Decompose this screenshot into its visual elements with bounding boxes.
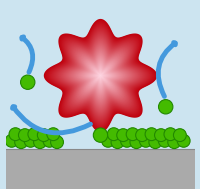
- Polygon shape: [76, 51, 124, 100]
- Polygon shape: [89, 64, 111, 87]
- Polygon shape: [55, 30, 145, 121]
- Polygon shape: [78, 54, 122, 97]
- Circle shape: [43, 134, 56, 147]
- Circle shape: [111, 136, 123, 149]
- Polygon shape: [62, 38, 138, 113]
- Circle shape: [173, 129, 185, 142]
- Circle shape: [176, 134, 189, 147]
- Circle shape: [28, 128, 41, 141]
- Polygon shape: [56, 31, 144, 120]
- Polygon shape: [50, 26, 150, 126]
- Circle shape: [120, 134, 133, 147]
- Circle shape: [126, 128, 138, 141]
- Circle shape: [33, 136, 46, 149]
- Polygon shape: [75, 50, 125, 101]
- Polygon shape: [46, 22, 154, 129]
- Circle shape: [93, 128, 107, 142]
- Polygon shape: [80, 56, 120, 95]
- Polygon shape: [61, 36, 139, 115]
- Polygon shape: [54, 29, 146, 122]
- Polygon shape: [72, 47, 128, 104]
- Polygon shape: [85, 60, 115, 91]
- Circle shape: [129, 136, 142, 149]
- Polygon shape: [51, 26, 149, 125]
- Polygon shape: [73, 48, 127, 103]
- Polygon shape: [76, 52, 124, 99]
- Polygon shape: [82, 58, 118, 94]
- Polygon shape: [60, 35, 140, 116]
- Polygon shape: [64, 40, 136, 112]
- Circle shape: [139, 134, 152, 147]
- Polygon shape: [61, 37, 139, 114]
- Circle shape: [144, 128, 157, 141]
- Circle shape: [148, 136, 161, 149]
- Polygon shape: [93, 69, 107, 82]
- Polygon shape: [45, 20, 155, 131]
- Polygon shape: [92, 68, 108, 83]
- Polygon shape: [45, 21, 155, 130]
- Polygon shape: [44, 19, 156, 132]
- Polygon shape: [90, 65, 110, 86]
- Circle shape: [47, 128, 59, 141]
- Polygon shape: [58, 33, 142, 118]
- Polygon shape: [71, 46, 129, 105]
- Circle shape: [158, 134, 170, 147]
- Polygon shape: [47, 23, 153, 129]
- Polygon shape: [68, 43, 132, 108]
- Polygon shape: [70, 45, 130, 106]
- Polygon shape: [87, 62, 113, 89]
- Circle shape: [50, 136, 63, 149]
- Polygon shape: [59, 34, 141, 117]
- Circle shape: [167, 136, 180, 149]
- Polygon shape: [79, 55, 121, 96]
- Polygon shape: [65, 41, 135, 111]
- Circle shape: [37, 129, 50, 142]
- Polygon shape: [96, 72, 104, 79]
- Polygon shape: [48, 24, 152, 128]
- Polygon shape: [83, 59, 117, 93]
- Polygon shape: [94, 70, 106, 81]
- Polygon shape: [67, 43, 133, 109]
- Polygon shape: [77, 53, 123, 98]
- Polygon shape: [86, 61, 114, 90]
- Polygon shape: [74, 49, 126, 102]
- Circle shape: [101, 134, 114, 147]
- Polygon shape: [84, 60, 116, 92]
- Polygon shape: [98, 74, 102, 77]
- Polygon shape: [99, 75, 101, 77]
- Polygon shape: [57, 32, 143, 119]
- Circle shape: [24, 134, 37, 147]
- Circle shape: [15, 136, 27, 149]
- Circle shape: [158, 100, 172, 114]
- Polygon shape: [91, 66, 109, 85]
- Polygon shape: [69, 44, 131, 107]
- Circle shape: [9, 128, 22, 141]
- Polygon shape: [97, 73, 103, 78]
- Polygon shape: [49, 25, 151, 127]
- Polygon shape: [88, 63, 112, 88]
- Bar: [6, 149, 194, 189]
- Polygon shape: [66, 42, 134, 110]
- Polygon shape: [92, 67, 108, 84]
- Polygon shape: [95, 71, 105, 80]
- Circle shape: [20, 75, 35, 89]
- Polygon shape: [63, 39, 137, 112]
- Polygon shape: [53, 28, 147, 123]
- Polygon shape: [52, 27, 148, 124]
- Circle shape: [107, 128, 120, 141]
- Circle shape: [116, 129, 129, 142]
- Circle shape: [163, 128, 176, 141]
- Circle shape: [5, 134, 18, 147]
- Circle shape: [135, 129, 148, 142]
- Circle shape: [154, 129, 167, 142]
- Circle shape: [18, 129, 31, 142]
- Polygon shape: [81, 57, 119, 94]
